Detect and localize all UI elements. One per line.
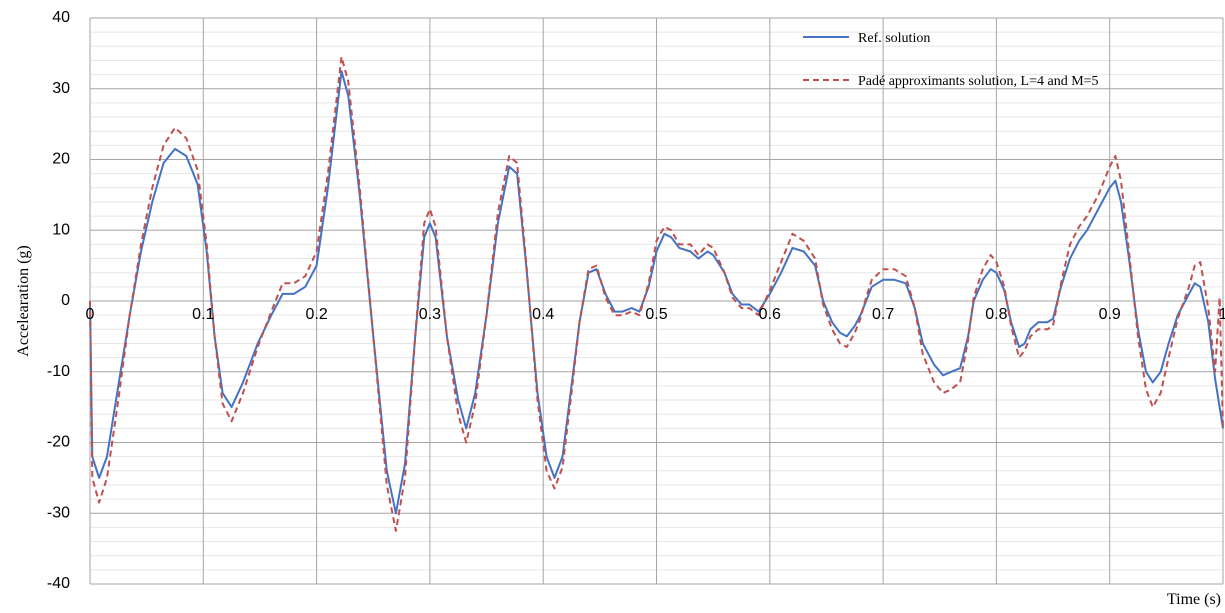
- series-layer: [89, 55, 1224, 532]
- y-tick-label: 0: [61, 292, 70, 309]
- x-tick-labels: 0 0.1 0.2 0.3 0.4 0.5 0.6 0.7 0.8 0.9 1: [86, 306, 1225, 323]
- y-tick-label: -10: [47, 363, 70, 380]
- x-tick-label: 0.1: [192, 306, 214, 323]
- x-tick-label: 0.5: [645, 306, 667, 323]
- legend-label-ref: Ref. solution: [858, 31, 930, 46]
- x-tick-label: 0.7: [872, 306, 894, 323]
- y-tick-label: 40: [52, 9, 70, 26]
- x-tick-label: 1: [1219, 306, 1225, 323]
- y-tick-label: -40: [47, 575, 70, 592]
- major-gridlines: [89, 17, 1224, 585]
- series-line-1: [89, 55, 1224, 532]
- y-tick-label: 30: [52, 80, 70, 97]
- y-tick-label: -30: [47, 504, 70, 521]
- x-tick-label: 0.9: [1099, 306, 1121, 323]
- x-tick-label: 0.8: [985, 306, 1007, 323]
- y-tick-labels: 40 30 20 10 0 -10 -20 -30 -40: [47, 9, 70, 592]
- x-axis-title: Time (s): [1167, 591, 1221, 608]
- legend: Ref. solution Padé approximants solution…: [803, 31, 1099, 89]
- x-tick-label: 0.2: [305, 306, 327, 323]
- y-tick-label: 20: [52, 151, 70, 168]
- legend-label-pade: Padé approximants solution, L=4 and M=5: [858, 74, 1099, 89]
- y-tick-label: 10: [52, 221, 70, 238]
- series-line-0: [89, 70, 1224, 515]
- x-tick-label: 0.4: [532, 306, 554, 323]
- x-tick-label: 0.6: [759, 306, 781, 323]
- x-tick-label: 0.3: [419, 306, 441, 323]
- x-tick-label: 0: [86, 306, 95, 323]
- y-axis-title: Accelearation (g): [15, 245, 32, 356]
- y-tick-label: -20: [47, 434, 70, 451]
